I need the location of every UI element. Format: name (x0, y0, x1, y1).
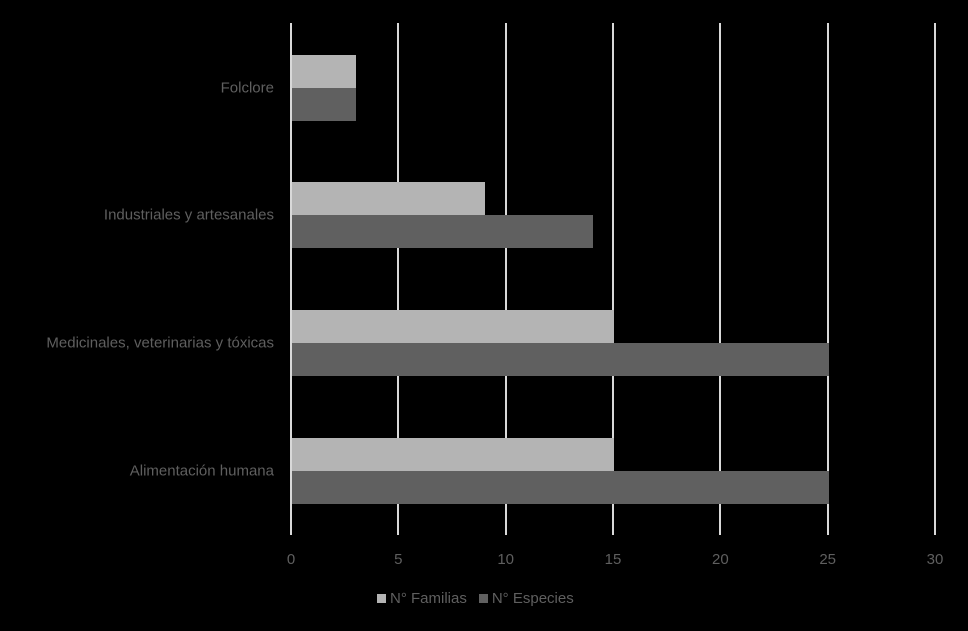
legend-label: N° Familias (390, 590, 467, 607)
legend-swatch-familias-icon (377, 594, 386, 603)
gridline (934, 23, 936, 535)
legend-item-especies: N° Especies (478, 590, 574, 607)
category-label: Medicinales, veterinarias y tóxicas (46, 334, 274, 352)
legend-swatch-especies-icon (478, 594, 488, 603)
bar-especies (292, 215, 593, 248)
x-tick-label: 30 (926, 551, 944, 568)
gridline (719, 23, 722, 535)
bar-familias (292, 310, 614, 343)
gridline (612, 23, 614, 535)
gridline (397, 23, 400, 535)
gridline (504, 23, 507, 535)
x-tick-label: 20 (711, 551, 729, 568)
x-tick-label: 15 (604, 551, 622, 568)
bar-especies (292, 88, 357, 121)
bar-especies (292, 471, 829, 504)
gridline (826, 23, 829, 535)
legend: N° Familias N° Especies (377, 590, 586, 607)
x-tick-label: 0 (286, 551, 296, 568)
x-tick-label: 5 (394, 551, 403, 568)
bar-familias (292, 55, 357, 88)
category-label: Folclore (220, 79, 274, 97)
bar-familias (292, 182, 486, 215)
gridline (290, 23, 292, 535)
x-tick-label: 10 (497, 551, 514, 568)
legend-item-familias: N° Familias (377, 590, 467, 607)
bar-familias (292, 438, 614, 471)
legend-label: N° Especies (491, 590, 574, 607)
x-tick-label: 25 (819, 551, 836, 568)
category-label: Alimentación humana (129, 462, 274, 480)
bar-especies (292, 343, 829, 376)
category-label: Industriales y artesanales (103, 206, 274, 224)
